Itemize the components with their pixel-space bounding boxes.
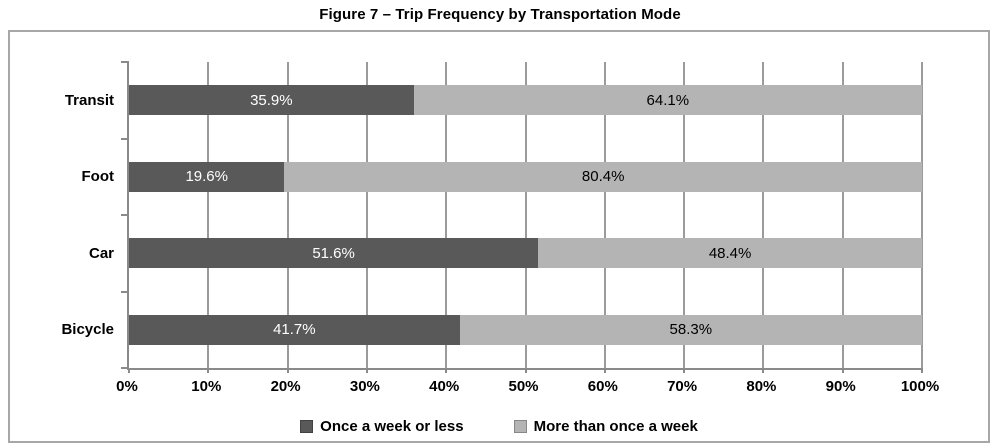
stacked-bar: 19.6% 80.4% — [129, 161, 922, 192]
bar-value-label: 35.9% — [250, 91, 293, 109]
gridline — [762, 62, 765, 368]
x-axis-tick — [841, 368, 844, 373]
x-axis-tick — [524, 368, 527, 373]
gridline — [445, 62, 448, 368]
bar-segment: 58.3% — [459, 314, 922, 345]
x-axis-tick — [683, 368, 686, 373]
bar-band: 19.6% 80.4% — [129, 139, 922, 216]
legend-label: More than once a week — [533, 418, 698, 435]
x-axis-label: 70% — [667, 378, 698, 395]
y-axis-tick — [121, 214, 129, 216]
gridline — [603, 62, 606, 368]
bar-segment: 51.6% — [129, 238, 539, 269]
bar-segment: 19.6% — [129, 161, 285, 192]
legend-swatch — [513, 420, 527, 433]
x-axis-tick — [603, 368, 606, 373]
category-label: Bicycle — [61, 321, 114, 339]
x-axis-tick — [365, 368, 368, 373]
y-axis-tick — [121, 367, 129, 369]
gridline — [921, 62, 923, 368]
legend-item: More than once a week — [513, 418, 698, 435]
bar-band: 51.6% 48.4% — [129, 215, 922, 292]
category-label: Car — [88, 244, 114, 262]
gridline — [683, 62, 686, 368]
plot-area: 35.9% 64.1% 19.6% 80.4% 51.6% 48.4% 41.7% 58.3% — [121, 61, 923, 373]
stacked-bar: 35.9% 64.1% — [129, 85, 922, 116]
legend-swatch — [300, 420, 314, 433]
gridline — [841, 62, 844, 368]
x-axis-label: 0% — [116, 378, 138, 395]
bar-segment: 41.7% — [129, 314, 460, 345]
x-axis-tick — [762, 368, 765, 373]
bar-value-label: 64.1% — [646, 91, 690, 109]
x-axis-tick — [445, 368, 448, 373]
bar-value-label: 48.4% — [708, 244, 752, 262]
y-axis-tick — [121, 137, 129, 140]
gridline — [365, 62, 368, 368]
chart-frame: 35.9% 64.1% 19.6% 80.4% 51.6% 48.4% 41.7% 58.3%… — [8, 30, 990, 443]
y-axis-tick — [121, 290, 129, 293]
x-axis-tick — [921, 368, 923, 373]
bar-value-label: 41.7% — [273, 321, 316, 339]
x-axis-label: 80% — [746, 378, 777, 395]
y-axis-tick — [121, 61, 129, 63]
x-axis-label: 90% — [825, 378, 856, 395]
x-axis-label: 50% — [508, 378, 539, 395]
stacked-bar: 51.6% 48.4% — [129, 238, 922, 269]
category-label: Foot — [81, 168, 114, 186]
x-axis-label: 20% — [270, 378, 301, 395]
x-axis-tick-labels: 0% 10% 20% 30% 40% 50% 60% 70% 80% 90% 100% — [116, 378, 939, 400]
bar-value-label: 19.6% — [185, 168, 228, 186]
x-axis-tick — [286, 368, 289, 373]
gridline — [286, 62, 289, 368]
category-label: Transit — [64, 91, 114, 109]
x-axis-tick — [128, 368, 130, 373]
category-axis: Transit Foot Car Bicycle — [10, 62, 127, 368]
legend-item: Once a week or less — [300, 418, 464, 435]
x-axis-label: 60% — [587, 378, 618, 395]
gridline — [207, 62, 210, 368]
bar-segment: 80.4% — [284, 161, 922, 192]
bar-band: 35.9% 64.1% — [129, 62, 922, 139]
bar-value-label: 58.3% — [669, 321, 713, 339]
bar-segment: 64.1% — [413, 85, 922, 116]
x-axis-label: 30% — [349, 378, 380, 395]
x-axis-label: 10% — [191, 378, 222, 395]
bar-segment: 48.4% — [538, 238, 922, 269]
bar-segment: 35.9% — [129, 85, 414, 116]
legend-label: Once a week or less — [320, 418, 464, 435]
bar-value-label: 51.6% — [312, 244, 355, 262]
x-axis-label: 100% — [900, 378, 940, 395]
bar-band: 41.7% 58.3% — [129, 292, 922, 369]
x-axis-label: 40% — [429, 378, 460, 395]
legend: Once a week or less More than once a week — [10, 418, 988, 435]
x-axis-tick — [207, 368, 210, 373]
gridline — [524, 62, 527, 368]
chart-title: Figure 7 – Trip Frequency by Transportat… — [319, 6, 681, 23]
stacked-bar: 41.7% 58.3% — [129, 314, 922, 345]
bar-value-label: 80.4% — [581, 168, 625, 186]
